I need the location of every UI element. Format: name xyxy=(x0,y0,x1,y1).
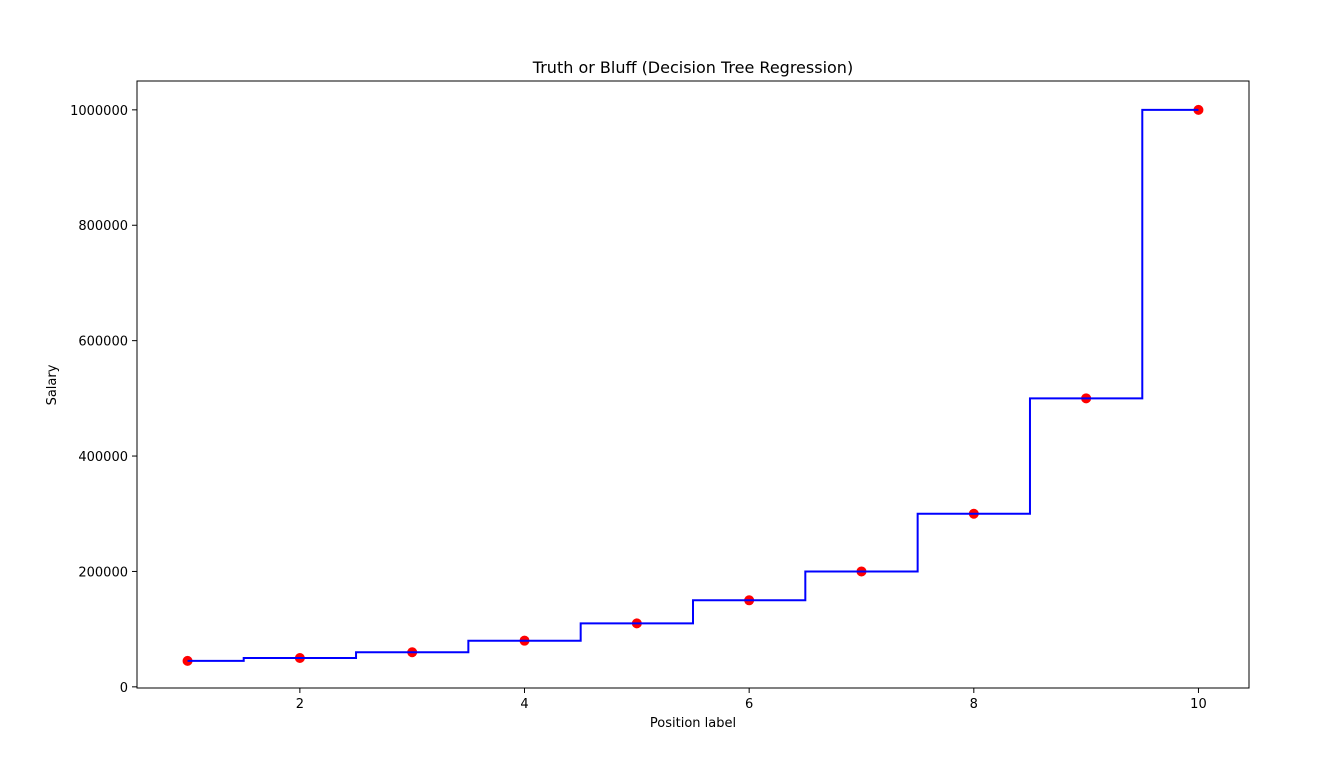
regression-step-line xyxy=(187,108,1199,662)
x-tick-label: 6 xyxy=(745,697,753,712)
y-tick-label: 0 xyxy=(120,681,128,696)
series-layer xyxy=(182,104,1204,666)
y-axis-ticks: 0 200000 400000 600000 800000 1000000 xyxy=(70,104,137,696)
y-tick-label: 600000 xyxy=(78,335,128,350)
y-tick-label: 800000 xyxy=(78,219,128,234)
y-tick-label: 400000 xyxy=(78,450,128,465)
scatter-series xyxy=(182,104,1204,666)
x-tick-label: 8 xyxy=(970,697,978,712)
plot-background xyxy=(137,81,1249,688)
x-axis-ticks: 2 4 6 8 10 xyxy=(296,688,1207,712)
y-tick-label: 200000 xyxy=(78,565,128,580)
data-point xyxy=(182,655,193,666)
y-tick-label: 1000000 xyxy=(70,104,128,119)
x-tick-label: 4 xyxy=(520,697,528,712)
x-tick-label: 2 xyxy=(296,697,304,712)
x-tick-label: 10 xyxy=(1190,697,1207,712)
data-point xyxy=(1193,104,1204,115)
chart-title: Truth or Bluff (Decision Tree Regression… xyxy=(532,58,853,77)
plot-area: 2 4 6 8 10 0 200000 400000 600000 800000 1000000 xyxy=(70,80,1250,712)
x-axis-title: Position label xyxy=(650,716,736,731)
y-axis-title: Salary xyxy=(45,364,60,405)
plot-frame xyxy=(136,80,1250,689)
